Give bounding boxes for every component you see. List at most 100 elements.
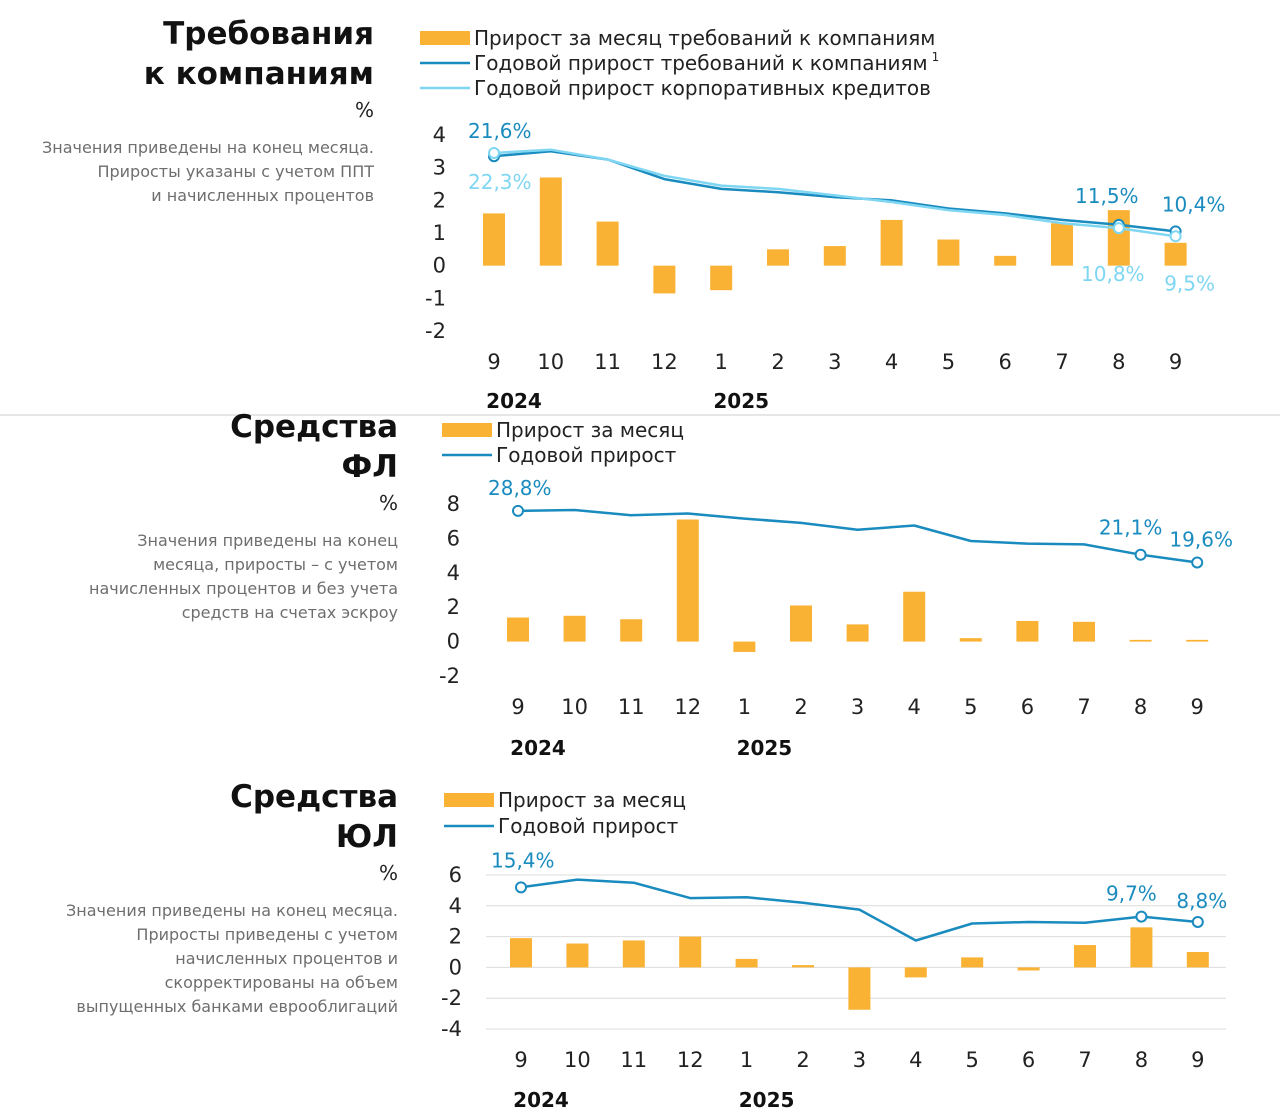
bar: [1051, 223, 1073, 266]
chart-note-line-3: начисленных процентов и: [175, 949, 398, 968]
y-tick-label: 4: [433, 123, 446, 147]
x-tick-label: 6: [1022, 1048, 1035, 1072]
x-tick-label: 6: [1021, 695, 1034, 719]
year-label: 2024: [510, 736, 566, 760]
bar: [823, 246, 846, 266]
year-label: 2025: [713, 389, 769, 413]
chart-title: Средства ЮЛ: [0, 777, 398, 857]
x-tick-label: 10: [561, 695, 588, 719]
chart-note-line-2: месяца, приросты – с учетом: [153, 555, 398, 574]
bar: [507, 617, 529, 642]
series-line: [493, 148, 1176, 238]
bar: [1073, 621, 1095, 642]
x-tick-label: 4: [908, 695, 921, 719]
data-label: 19,6%: [1169, 527, 1233, 551]
bar: [792, 965, 814, 968]
data-point-marker: [1191, 556, 1204, 569]
bar: [733, 641, 756, 652]
bar: [848, 967, 871, 1010]
chart-note: Значения приведены на конец месяца, прир…: [0, 529, 398, 625]
y-tick-label: 3: [433, 156, 446, 180]
legend-label: Прирост за месяц: [498, 788, 686, 812]
bar: [1016, 620, 1039, 642]
data-label: 22,3%: [468, 170, 532, 194]
bar: [937, 239, 960, 266]
x-tick-label: 12: [674, 695, 701, 719]
y-tick-label: 0: [449, 955, 462, 979]
legend-label: Прирост за месяц: [496, 418, 684, 442]
legend-swatch: [442, 423, 492, 437]
y-tick-label: -2: [439, 664, 460, 688]
legend-label: Годовой прирост: [498, 814, 679, 838]
chart-note-line-1: Значения приведены на конец: [137, 531, 398, 550]
x-tick-label: 9: [1191, 1048, 1204, 1072]
year-label: 2025: [737, 736, 793, 760]
y-tick-label: -1: [425, 286, 446, 310]
bar: [767, 249, 789, 266]
bar: [904, 967, 927, 978]
chart-note-line-4: средств на счетах эскроу: [181, 603, 398, 622]
x-tick-label: 3: [828, 350, 841, 374]
legend-label: Годовой прирост корпоративных кредитов: [474, 76, 931, 100]
x-tick-label: 9: [511, 695, 524, 719]
bar: [994, 255, 1017, 266]
data-label: 21,6%: [468, 119, 532, 143]
data-label: 8,8%: [1176, 889, 1227, 913]
series-line: [517, 508, 1198, 564]
x-tick-label: 2: [796, 1048, 809, 1072]
bar: [903, 591, 926, 642]
data-point-marker: [1191, 915, 1204, 928]
data-point-marker: [515, 881, 527, 894]
chart-note: Значения приведены на конец месяца. Прир…: [0, 899, 398, 1019]
x-tick-label: 1: [740, 1048, 753, 1072]
bar: [1164, 242, 1187, 266]
bar: [653, 265, 676, 294]
data-label: 28,8%: [488, 476, 552, 500]
x-tick-label: 10: [537, 350, 564, 374]
x-tick-label: 6: [999, 350, 1012, 374]
bar: [620, 619, 643, 642]
panel-separator: [0, 414, 1280, 416]
bar: [1129, 639, 1152, 642]
bar: [790, 605, 812, 642]
series-line: [520, 878, 1198, 942]
chart-note-line-2: Приросты указаны с учетом ППТ: [97, 162, 374, 181]
series-line: [493, 150, 1176, 233]
chart-unit: %: [378, 861, 398, 885]
data-point-marker: [488, 146, 500, 159]
bar: [676, 519, 699, 642]
chart-note-line-3: и начисленных процентов: [151, 186, 374, 205]
y-tick-label: 8: [447, 492, 460, 516]
x-tick-label: 9: [1169, 350, 1182, 374]
year-label: 2025: [739, 1088, 795, 1112]
data-label: 9,5%: [1164, 271, 1215, 295]
chart-note-line-4: скорректированы на объем: [164, 973, 398, 992]
legend-label: Прирост за месяц требований к компаниям: [474, 26, 935, 50]
x-tick-label: 9: [487, 350, 500, 374]
x-tick-label: 8: [1134, 695, 1147, 719]
chart-panel-corporate-funds: Средства ЮЛ % Значения приведены на коне…: [0, 775, 1280, 1114]
data-point-marker: [1112, 222, 1125, 235]
bar: [1017, 967, 1040, 971]
chart-title-line-2: ЮЛ: [335, 819, 398, 855]
chart-note-line-5: выпущенных банками еврооблигаций: [76, 997, 398, 1016]
chart-title-line-1: Средства: [230, 409, 398, 445]
x-tick-label: 4: [909, 1048, 922, 1072]
x-tick-label: 12: [651, 350, 678, 374]
x-tick-label: 11: [620, 1048, 647, 1072]
y-tick-label: 6: [449, 863, 462, 887]
x-tick-label: 12: [677, 1048, 704, 1072]
bar: [961, 957, 984, 968]
x-tick-label: 5: [966, 1048, 979, 1072]
bar: [1074, 945, 1096, 968]
bar: [1186, 639, 1209, 642]
chart-title-line-2: ФЛ: [341, 449, 399, 485]
x-tick-label: 3: [853, 1048, 866, 1072]
x-tick-label: 7: [1055, 350, 1068, 374]
x-tick-label: 7: [1078, 1048, 1091, 1072]
chart-title: Средства ФЛ: [0, 407, 398, 487]
bar: [510, 938, 532, 968]
data-point-marker: [1135, 910, 1148, 923]
x-tick-label: 4: [885, 350, 898, 374]
